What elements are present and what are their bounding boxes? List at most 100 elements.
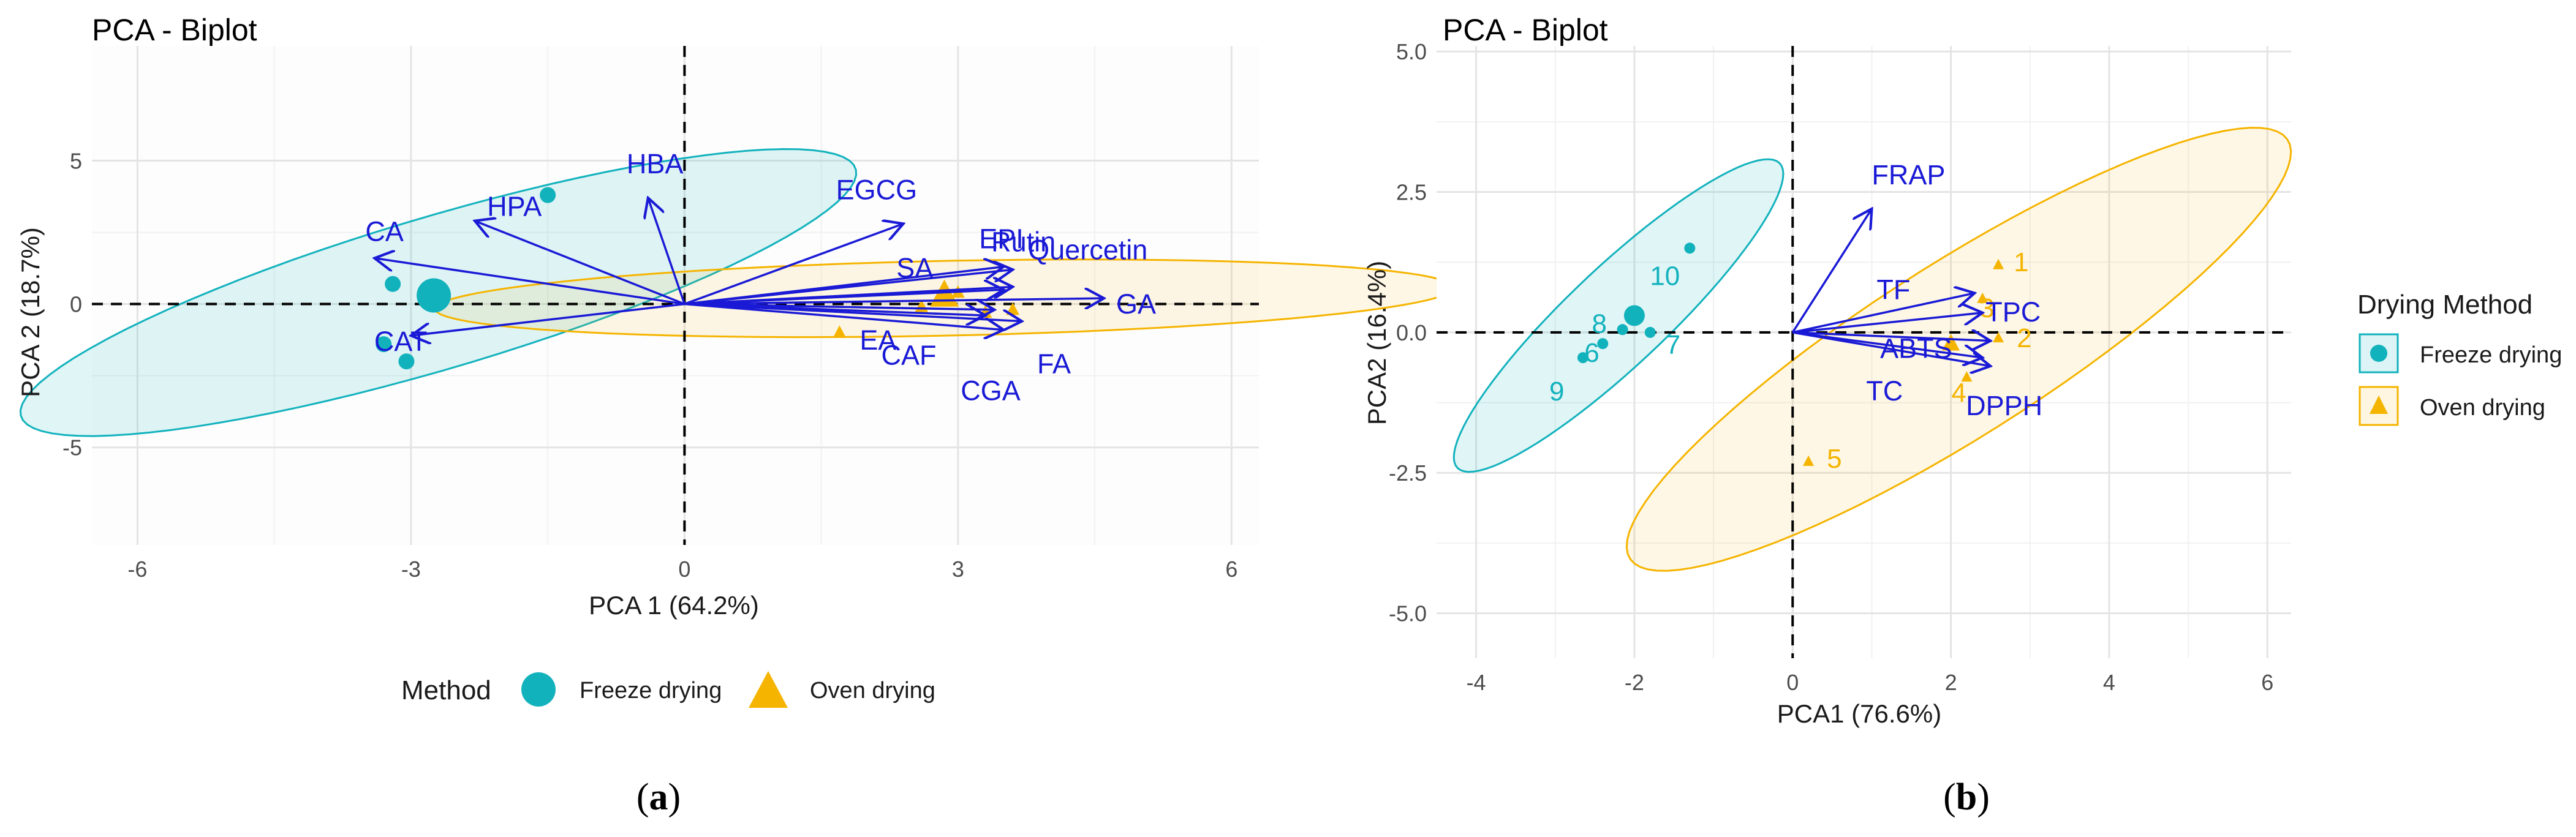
- panel-b-loading-arrows: FRAPTFTPCABTSTCDPPH: [1791, 159, 2042, 421]
- point-label: 2: [2017, 323, 2031, 353]
- point-oven: [1993, 332, 2004, 343]
- loading-label-ca: CA: [365, 216, 404, 247]
- loading-label-hpa: HPA: [487, 191, 542, 222]
- loading-arrow-fa: [684, 302, 1022, 321]
- point-label: 8: [1592, 309, 1607, 339]
- panel-a-x-axis-label: PCA 1 (64.2%): [589, 591, 759, 620]
- point-freeze: [376, 336, 392, 353]
- y-tick-label: 5.0: [1396, 39, 1427, 64]
- loading-arrow-sa: [684, 290, 1003, 306]
- loading-arrow-tc: [1792, 331, 1982, 358]
- loading-arrow-frap: [1791, 209, 1872, 333]
- loading-label-tpc: TPC: [1985, 296, 2041, 328]
- point-freeze: [1684, 242, 1696, 254]
- loading-arrow-hba: [648, 198, 686, 305]
- loading-label-ea: EA: [859, 325, 896, 356]
- x-tick-label: 3: [952, 557, 964, 582]
- x-tick-label: 6: [1225, 557, 1237, 582]
- panel-b-title: PCA - Biplot: [1443, 13, 1608, 47]
- x-tick-label: -3: [401, 557, 421, 582]
- loading-arrow-egcg: [684, 223, 903, 306]
- loading-arrow-tf: [1792, 293, 1974, 334]
- panel-a-caption: (a): [636, 776, 681, 818]
- legend-label-freeze: Freeze drying: [580, 678, 722, 704]
- point-freeze: [1617, 324, 1628, 336]
- loading-label-tc: TC: [1866, 375, 1903, 407]
- loading-arrow-cat: [411, 302, 685, 336]
- legend-b-label-freeze: Freeze drying: [2420, 342, 2562, 368]
- loading-label-frap: FRAP: [1872, 159, 1945, 190]
- panel-a-zero-lines: [92, 46, 1259, 545]
- legend-b-freeze-marker-icon: [2370, 345, 2387, 362]
- loading-arrow-ga: [684, 298, 1104, 304]
- legend-b-label-oven: Oven drying: [2420, 395, 2545, 421]
- panel-b-zero-lines: [1437, 46, 2291, 658]
- centroid-oven: [1942, 334, 1960, 351]
- point-oven: [833, 325, 847, 338]
- loading-label-epi: EPI: [979, 223, 1024, 255]
- legend-oven-marker-icon: [749, 671, 788, 708]
- panel-b-x-axis-label: PCA1 (76.6%): [1777, 699, 1941, 728]
- loading-arrow-tpc: [1792, 313, 1982, 334]
- loading-label-sa: SA: [896, 252, 933, 283]
- x-tick-label: 0: [1786, 670, 1799, 695]
- point-freeze: [1577, 352, 1588, 364]
- x-tick-label: -6: [127, 557, 147, 582]
- plot-area-a: [92, 46, 1259, 545]
- point-freeze: [385, 276, 401, 292]
- y-tick-label: -5.0: [1389, 601, 1427, 626]
- point-label: 10: [1650, 261, 1680, 291]
- loading-label-tf: TF: [1876, 274, 1910, 306]
- point-oven: [1993, 258, 2004, 269]
- legend-freeze-marker-icon: [521, 672, 556, 707]
- legend-label-oven: Oven drying: [810, 678, 935, 704]
- y-tick-label: -2.5: [1389, 460, 1427, 486]
- x-tick-label: 4: [2103, 670, 2115, 695]
- panel-b-caption-letter: b: [1956, 776, 1977, 818]
- point-label: 5: [1827, 444, 1841, 474]
- centroid-freeze: [1623, 305, 1645, 326]
- panel-b-y-axis-label: PCA2 (16.4%): [1362, 261, 1391, 425]
- loading-label-hba: HBA: [627, 148, 684, 179]
- loading-label-caf: CAF: [882, 339, 937, 370]
- loading-label-egcg: EGCG: [836, 174, 918, 205]
- y-tick-label: 0.0: [1396, 320, 1427, 345]
- loading-label-cga: CGA: [961, 375, 1021, 407]
- loading-arrow-hpa: [475, 221, 686, 306]
- loading-label-dpph: DPPH: [1966, 390, 2042, 421]
- x-tick-label: -4: [1467, 670, 1486, 695]
- loading-arrow-epi: [684, 267, 1003, 306]
- loading-arrow-abts: [1792, 332, 1990, 341]
- point-freeze: [398, 353, 415, 370]
- x-tick-label: 0: [678, 557, 690, 582]
- panel-a-title: PCA - Biplot: [92, 13, 257, 47]
- panel-b-gridlines: [1437, 46, 2291, 658]
- point-label: 7: [1666, 330, 1680, 360]
- panel-b-legend: Drying Method Freeze drying Oven drying: [2357, 290, 2562, 426]
- point-oven: [1977, 292, 1989, 303]
- legend-b-oven-marker-icon: [2370, 396, 2388, 414]
- panel-b-caption: (b): [1943, 776, 1990, 818]
- panel-a-legend: Method Freeze drying Oven drying: [401, 667, 935, 711]
- point-label: 1: [2014, 247, 2028, 277]
- loading-arrow-dpph: [1792, 331, 1990, 366]
- x-tick-label: 2: [1945, 670, 1957, 695]
- loading-label-ga: GA: [1116, 288, 1156, 320]
- confidence-ellipse-freeze: [1452, 158, 1785, 473]
- point-label: 6: [1584, 338, 1599, 368]
- loading-arrow-ca: [374, 258, 685, 306]
- point-freeze: [1644, 326, 1656, 338]
- loading-label-cat: CAT: [374, 326, 428, 357]
- y-tick-label: 5: [70, 148, 82, 173]
- point-label: 9: [1549, 377, 1564, 407]
- panel-a-tick-labels: -6 -3 0 3 6 -5 0 5: [62, 148, 1237, 582]
- x-tick-label: -2: [1625, 670, 1644, 695]
- centroid-freeze: [417, 278, 451, 313]
- panel-a-legend-title: Method: [401, 675, 491, 705]
- loading-label-quercetin: Quercetin: [1028, 234, 1147, 265]
- point-oven: [1961, 371, 1973, 382]
- panel-a-y-axis-label: PCA 2 (18.7%): [16, 227, 45, 397]
